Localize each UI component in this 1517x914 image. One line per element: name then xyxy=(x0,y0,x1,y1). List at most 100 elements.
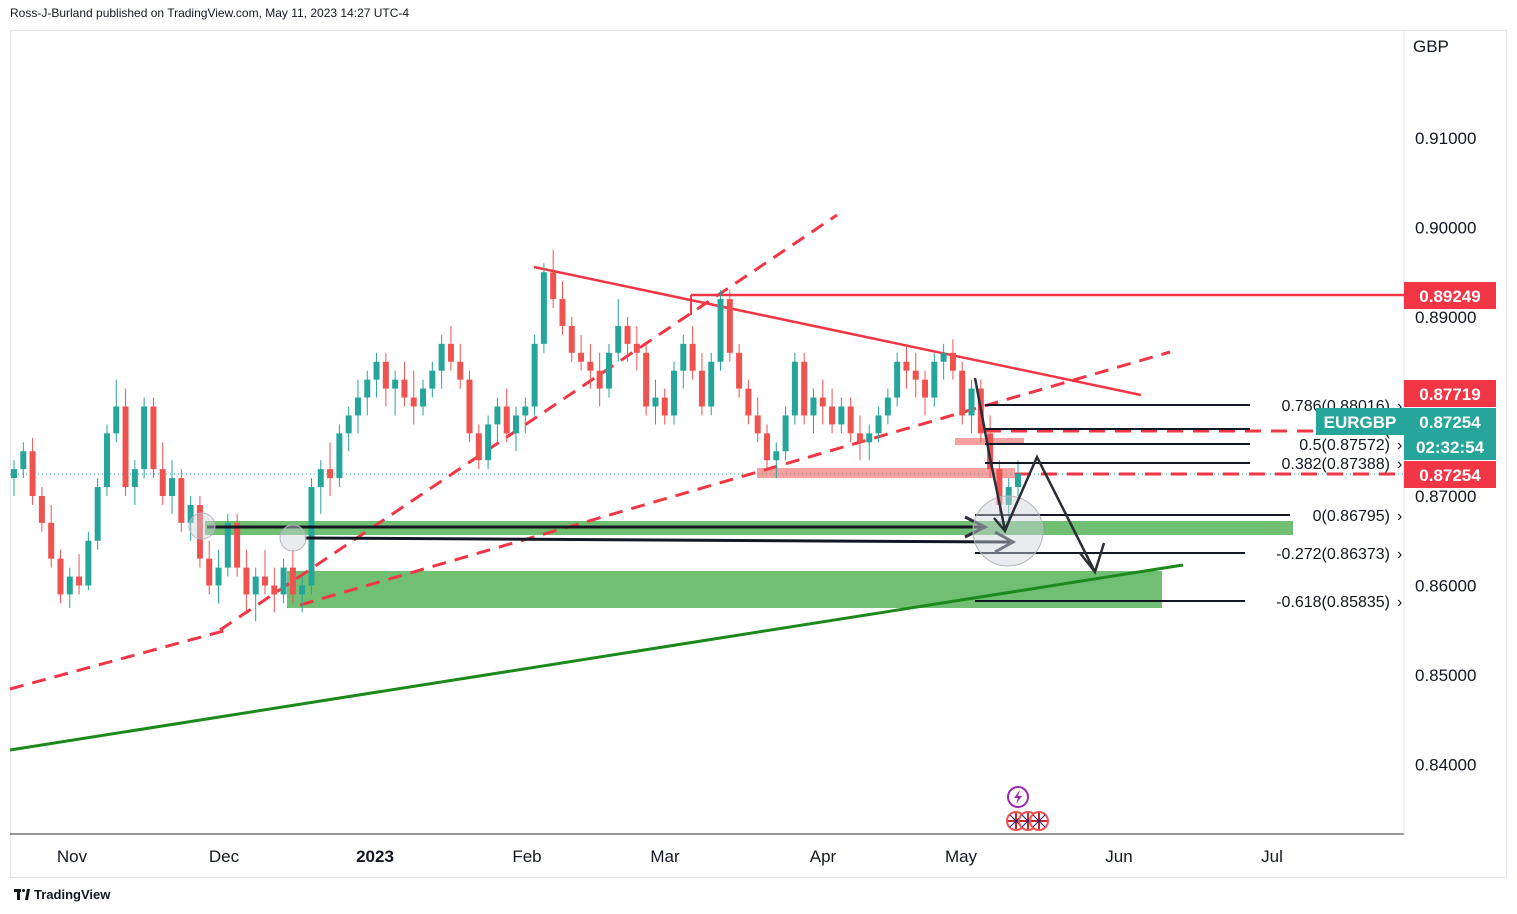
candle xyxy=(438,334,445,389)
candle xyxy=(810,388,817,434)
candle xyxy=(57,549,64,604)
candle xyxy=(262,549,268,595)
candle xyxy=(76,554,83,595)
candle xyxy=(643,343,650,416)
candle xyxy=(103,424,110,496)
candle xyxy=(317,460,324,514)
candle xyxy=(345,406,352,452)
candle xyxy=(494,397,501,443)
last-price-tag: 0.87254 02:32:54 xyxy=(1404,408,1496,460)
candle xyxy=(336,424,343,488)
candle xyxy=(791,352,798,425)
candle xyxy=(466,370,473,443)
candle xyxy=(652,379,659,425)
candle xyxy=(754,397,761,443)
svg-text:0.87254: 0.87254 xyxy=(1419,413,1481,432)
candle xyxy=(987,415,994,479)
candle xyxy=(726,290,733,362)
candle xyxy=(429,361,436,398)
candle xyxy=(187,496,194,541)
candle xyxy=(1015,460,1021,496)
candle xyxy=(717,290,724,371)
candle xyxy=(29,437,36,505)
dashed-trendline-lower xyxy=(9,628,228,691)
candle xyxy=(736,343,743,398)
candle xyxy=(578,334,585,371)
candle xyxy=(48,504,55,568)
candle xyxy=(596,352,603,407)
candle xyxy=(689,325,696,380)
candle xyxy=(206,540,213,595)
price-tag-087254-red: 0.87254 xyxy=(1404,461,1496,488)
fib-level-label: -0.618(0.85835) xyxy=(1276,594,1390,611)
candle xyxy=(271,567,278,613)
candle xyxy=(829,388,836,434)
candle xyxy=(819,379,826,425)
candle xyxy=(503,388,510,443)
candle xyxy=(522,397,529,434)
candle xyxy=(875,406,882,443)
candle xyxy=(11,460,17,496)
price-tick-label: 0.91000 xyxy=(1415,129,1476,148)
candle xyxy=(234,513,241,577)
uk-flag-icon xyxy=(1029,811,1049,831)
candle xyxy=(680,334,687,389)
projection-arrow-head xyxy=(1079,542,1106,575)
highlight-circle-mid xyxy=(279,524,307,552)
time-tick-label: May xyxy=(945,847,978,866)
candle xyxy=(912,352,919,398)
fib-level-label: 0.5(0.87572) xyxy=(1299,437,1390,454)
candle xyxy=(327,442,334,496)
arrow-head-upper xyxy=(964,515,989,539)
svg-text:02:32:54: 02:32:54 xyxy=(1416,438,1485,457)
candle xyxy=(773,442,780,479)
candle xyxy=(447,325,454,371)
candle xyxy=(587,343,594,389)
candle xyxy=(661,388,668,425)
svg-text:0.87719: 0.87719 xyxy=(1419,385,1480,404)
candle xyxy=(540,263,547,353)
chevron-right-icon: › xyxy=(1397,437,1402,454)
price-tick-label: 0.90000 xyxy=(1415,219,1476,238)
currency-label: GBP xyxy=(1413,37,1449,56)
arrow-head-lower xyxy=(994,530,1017,554)
candle xyxy=(215,549,222,604)
tradingview-brand: TradingView xyxy=(34,887,111,902)
candle xyxy=(550,249,557,309)
tradingview-footer[interactable]: TradingView xyxy=(14,887,110,902)
fib-level-label: -0.272(0.86373) xyxy=(1276,546,1390,563)
candle xyxy=(224,513,231,577)
candle xyxy=(922,370,929,416)
candle xyxy=(141,397,148,479)
chevron-right-icon: › xyxy=(1397,456,1402,473)
projection-path-down xyxy=(973,377,1007,531)
chart-frame xyxy=(10,30,1507,878)
candle xyxy=(66,567,73,608)
price-tick-label: 0.87000 xyxy=(1415,487,1476,506)
dashed-trendline-steep xyxy=(219,213,838,632)
symbol-tag-eurgbp: EURGBP xyxy=(1316,408,1404,435)
candle xyxy=(708,352,715,416)
price-tick-label: 0.86000 xyxy=(1415,577,1476,596)
candle xyxy=(169,460,176,514)
candle xyxy=(38,487,45,532)
candle xyxy=(940,343,947,380)
candle xyxy=(605,343,612,398)
candle xyxy=(457,343,464,389)
price-tag-087719: 0.87719 xyxy=(1404,380,1496,407)
chevron-right-icon: › xyxy=(1397,398,1402,415)
candle xyxy=(615,299,622,362)
economic-event-icons[interactable] xyxy=(1006,786,1049,831)
candle xyxy=(243,549,250,613)
candle xyxy=(568,317,575,362)
publisher-header: Ross-J-Burland published on TradingView.… xyxy=(10,6,410,20)
candle xyxy=(633,325,640,371)
chevron-right-icon: › xyxy=(1397,508,1402,525)
candle xyxy=(884,388,891,425)
candle xyxy=(698,352,705,416)
candle xyxy=(392,370,399,416)
horizontal-arrow-lower xyxy=(304,536,1011,544)
svg-text:EURGBP: EURGBP xyxy=(1324,413,1397,432)
candle xyxy=(410,370,417,425)
